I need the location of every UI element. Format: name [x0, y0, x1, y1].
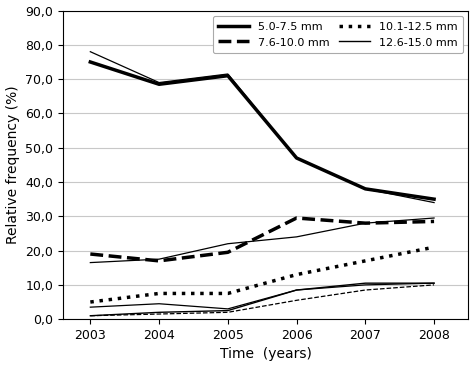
- 10.1-12.5 mm: [294, 272, 300, 277]
- 10.1-12.5 mm: [156, 291, 162, 296]
- 7.6-10.0 mm: [88, 252, 93, 256]
- 5.0-7.5 mm: [363, 187, 368, 191]
- Line: 12.6-15.0 mm: 12.6-15.0 mm: [91, 283, 434, 316]
- 12.6-15.0 mm: [363, 281, 368, 286]
- 5.0-7.5 mm: [156, 82, 162, 87]
- 7.6-10.0 mm: [294, 216, 300, 220]
- Line: 5.0-7.5 mm: 5.0-7.5 mm: [91, 62, 434, 199]
- 5.0-7.5 mm: [431, 197, 437, 201]
- 10.1-12.5 mm: [431, 245, 437, 249]
- 10.1-12.5 mm: [363, 259, 368, 263]
- X-axis label: Time  (years): Time (years): [220, 348, 311, 361]
- Legend: 5.0-7.5 mm, 7.6-10.0 mm, 10.1-12.5 mm, 12.6-15.0 mm: 5.0-7.5 mm, 7.6-10.0 mm, 10.1-12.5 mm, 1…: [213, 16, 463, 53]
- 12.6-15.0 mm: [431, 281, 437, 286]
- 7.6-10.0 mm: [363, 221, 368, 225]
- 7.6-10.0 mm: [225, 250, 231, 254]
- 5.0-7.5 mm: [88, 60, 93, 64]
- 7.6-10.0 mm: [156, 259, 162, 263]
- 12.6-15.0 mm: [294, 288, 300, 292]
- 7.6-10.0 mm: [431, 219, 437, 224]
- 12.6-15.0 mm: [88, 313, 93, 318]
- 12.6-15.0 mm: [156, 310, 162, 315]
- 10.1-12.5 mm: [88, 300, 93, 304]
- Line: 7.6-10.0 mm: 7.6-10.0 mm: [91, 218, 434, 261]
- 5.0-7.5 mm: [294, 156, 300, 160]
- 10.1-12.5 mm: [225, 291, 231, 296]
- Line: 10.1-12.5 mm: 10.1-12.5 mm: [91, 247, 434, 302]
- Y-axis label: Relative frequency (%): Relative frequency (%): [6, 86, 19, 244]
- 5.0-7.5 mm: [225, 73, 231, 78]
- 12.6-15.0 mm: [225, 308, 231, 313]
